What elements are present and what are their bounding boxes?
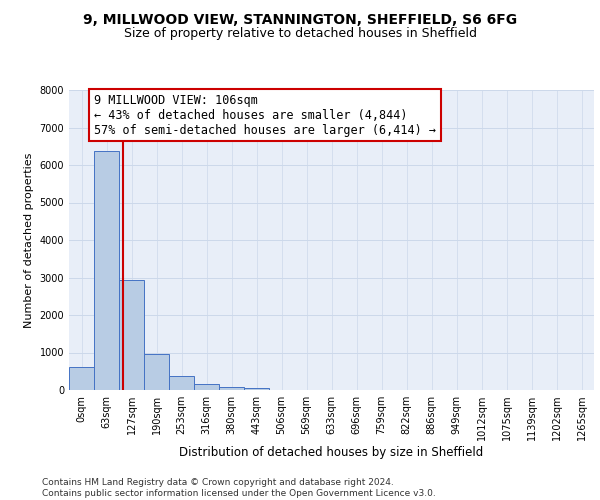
Bar [69,367,94,390]
Y-axis label: Number of detached properties: Number of detached properties [24,152,34,328]
Bar [219,387,244,390]
Text: Contains HM Land Registry data © Crown copyright and database right 2024.
Contai: Contains HM Land Registry data © Crown c… [42,478,436,498]
Bar [144,354,169,390]
Bar [194,384,219,390]
Bar [119,280,144,390]
Text: 9 MILLWOOD VIEW: 106sqm
← 43% of detached houses are smaller (4,844)
57% of semi: 9 MILLWOOD VIEW: 106sqm ← 43% of detache… [94,94,436,136]
Text: Size of property relative to detached houses in Sheffield: Size of property relative to detached ho… [124,28,476,40]
X-axis label: Distribution of detached houses by size in Sheffield: Distribution of detached houses by size … [179,446,484,459]
Bar [244,388,269,390]
Bar [169,376,194,390]
Text: 9, MILLWOOD VIEW, STANNINGTON, SHEFFIELD, S6 6FG: 9, MILLWOOD VIEW, STANNINGTON, SHEFFIELD… [83,12,517,26]
Bar [94,151,119,390]
